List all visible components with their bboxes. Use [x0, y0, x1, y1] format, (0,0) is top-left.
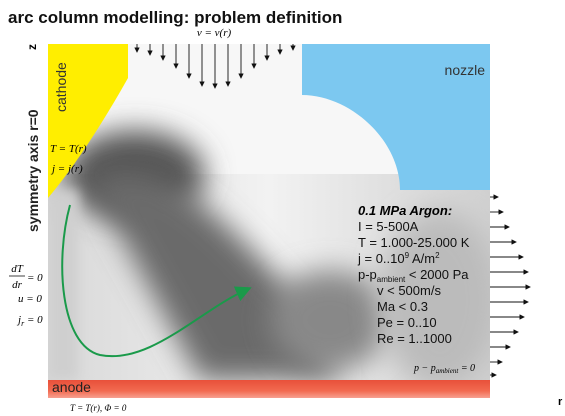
cathode-bc-t: T = T(r)	[50, 143, 87, 155]
nozzle-label: nozzle	[445, 62, 486, 78]
bc-dt: dT	[11, 263, 24, 275]
inlet-bc: v = v(r)	[197, 27, 232, 39]
param-reynolds: Re = 1..1000	[377, 331, 452, 346]
anode	[48, 380, 490, 398]
outlet-bc-eq: = 0	[458, 363, 475, 374]
param-heading: 0.1 MPa Argon:	[358, 203, 452, 218]
param-j-d: 2	[435, 251, 440, 260]
r-axis-label: r	[558, 396, 563, 408]
param-peclet: Pe = 0..10	[377, 315, 437, 330]
cathode-bc-j: j = j(r)	[50, 163, 83, 175]
outlet-bc-p: p − p	[413, 363, 436, 374]
param-j: j = 0..109 A/m2	[357, 251, 440, 266]
bc-j: jr = 0	[16, 314, 43, 328]
param-pressure: p-pambient < 2000 Pa	[358, 267, 469, 284]
param-velocity: v < 500m/s	[377, 283, 441, 298]
param-current: I = 5-500A	[358, 219, 419, 234]
param-j-c: A/m	[409, 251, 435, 266]
bc-dr: dr	[12, 279, 23, 291]
outlet-bc-sub: ambient	[436, 367, 460, 375]
left-bc: dT dr = 0 u = 0 jr = 0	[9, 263, 43, 328]
param-p-a: p-p	[358, 267, 377, 282]
bc-j-eq: = 0	[24, 314, 43, 326]
param-j-a: j = 0..10	[357, 251, 405, 266]
param-p-c: < 2000 Pa	[405, 267, 469, 282]
bc-u: u = 0	[18, 293, 42, 305]
param-mach: Ma < 0.3	[377, 299, 428, 314]
title: arc column modelling: problem definition	[8, 8, 342, 27]
param-temperature: T = 1.000-25.000 K	[358, 235, 470, 250]
z-axis-label: z	[25, 44, 39, 50]
cathode-label: cathode	[53, 62, 69, 112]
anode-label: anode	[52, 379, 91, 395]
diagram: arc column modelling: problem definition…	[0, 0, 565, 416]
bc-eq: = 0	[27, 272, 43, 284]
symmetry-axis-label: symmetry axis r=0	[25, 109, 41, 232]
anode-bc: T = T(r), Φ = 0	[70, 403, 127, 413]
outlet-arrows	[490, 197, 530, 375]
